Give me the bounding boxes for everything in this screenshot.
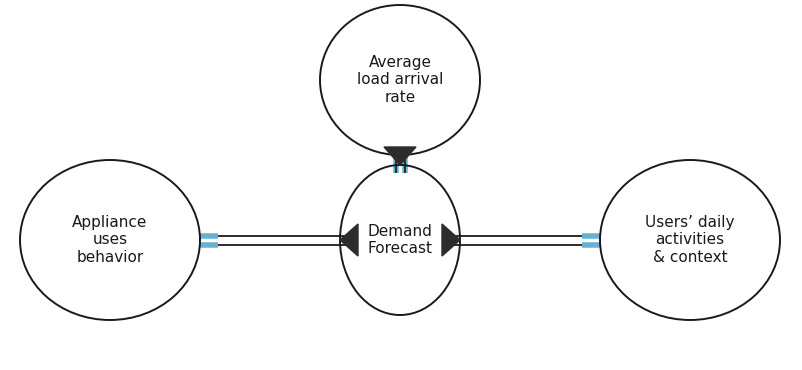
Text: Demand
Forecast: Demand Forecast [367,224,432,256]
Polygon shape [442,224,460,256]
Text: Average
load arrival
rate: Average load arrival rate [357,55,444,105]
Polygon shape [340,224,358,256]
Text: Appliance
uses
behavior: Appliance uses behavior [72,215,148,265]
Text: Users’ daily
activities
& context: Users’ daily activities & context [646,215,735,265]
Polygon shape [384,147,416,165]
